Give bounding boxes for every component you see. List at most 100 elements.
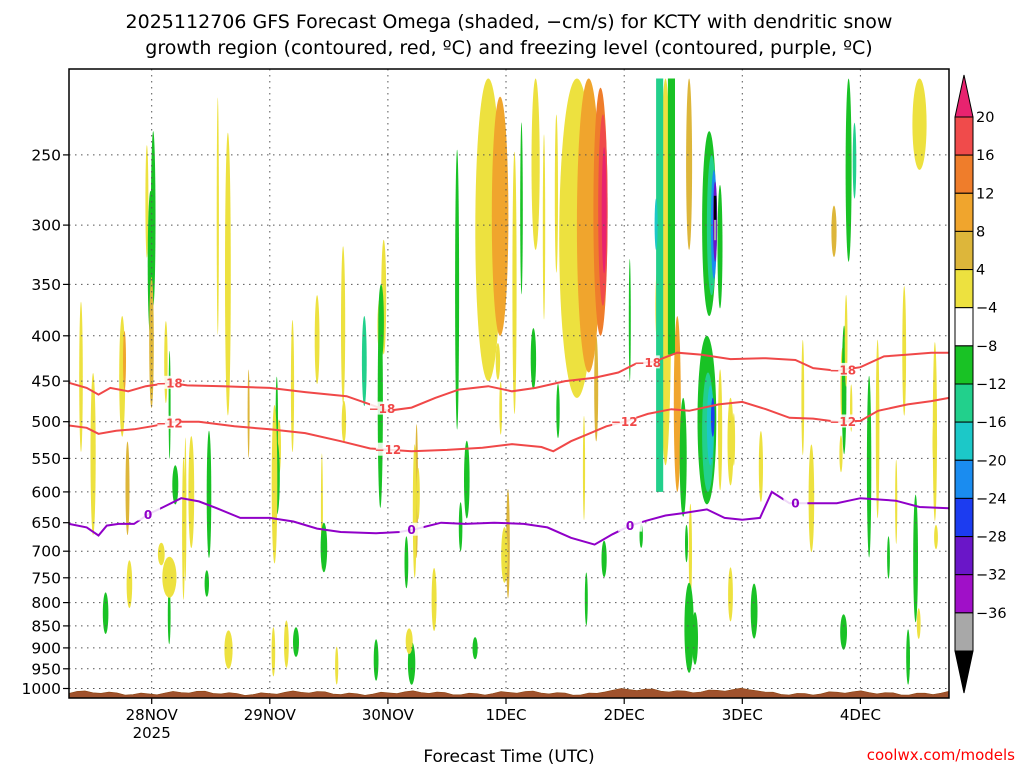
chart-title-line-2: growth region (contoured, red, ºC) and f… (145, 37, 872, 59)
omega-shade-cell (335, 646, 339, 685)
ground-terrain (68, 687, 950, 699)
omega-shade-cell (887, 536, 890, 579)
omega-shade-cell (123, 331, 126, 390)
y-tick-label: 400 (31, 327, 61, 345)
omega-shade-cell (906, 629, 910, 685)
omega-shade-cell (162, 556, 177, 598)
omega-shade-cell (125, 441, 130, 536)
omega-shade-cell (405, 628, 413, 654)
contour-minus-12-label: −12 (375, 443, 402, 457)
omega-shade-cell (801, 339, 805, 456)
contour-minus-12-label: −12 (611, 415, 638, 429)
colorbar-label: 12 (976, 186, 994, 202)
colorbar-label: −4 (976, 301, 997, 317)
omega-shade-cell (831, 205, 837, 257)
omega-shade-cell (157, 542, 165, 566)
x-tick-label: 28NOV (126, 706, 179, 724)
colorbar-swatch (954, 307, 974, 347)
omega-shade-cell (341, 246, 346, 404)
x-tick-label: 2DEC (604, 706, 645, 724)
omega-shade-cell (271, 404, 278, 564)
omega-shade-cell (839, 435, 843, 473)
x-tick-label: 29NOV (244, 706, 297, 724)
omega-shade-cell (852, 122, 857, 199)
contour-label-background (370, 401, 394, 415)
colorbar-swatch (954, 383, 974, 423)
omega-shading-layer (79, 78, 938, 685)
omega-shade-cell (728, 567, 733, 622)
credit-text[interactable]: coolwx.com/models (867, 746, 1015, 764)
colorbar-swatch (954, 421, 974, 461)
x-tick-label: 4DEC (840, 706, 881, 724)
omega-shade-cell (145, 145, 149, 258)
contour-minus-12-label: −12 (829, 415, 856, 429)
contour-minus-18-label: −18 (634, 356, 661, 370)
colorbar: 20 16 12 8 4 −4 −8 −12 −16 −20 −24 −28 −32 −36 (954, 74, 1007, 694)
omega-shade-cell (727, 397, 734, 486)
contour-label-background (157, 415, 182, 429)
omega-shade-cell (684, 582, 694, 673)
omega-shade-cell (79, 301, 83, 452)
y-tick-label: 450 (31, 373, 61, 391)
omega-shade-cell (556, 383, 560, 439)
omega-shade-cell (808, 444, 815, 553)
colorbar-swatch (954, 612, 974, 652)
contour-lines: −18 −18 −18 −18 −12 −12 −12 −12 0 0 0 0 (68, 351, 950, 546)
contour-label-background (618, 518, 643, 532)
omega-shade-cell (673, 316, 681, 492)
colorbar-label: −32 (976, 568, 1007, 584)
contour-label-background (399, 522, 424, 536)
y-tick-label: 550 (31, 450, 61, 468)
omega-shade-cell (361, 316, 367, 406)
y-tick-label: 350 (31, 276, 61, 294)
colorbar-swatch (954, 497, 974, 537)
contour-label-background (612, 414, 637, 428)
contour-zero-label: 0 (791, 497, 799, 511)
omega-shade-cell (554, 114, 559, 273)
omega-shade-cell (290, 319, 295, 453)
plot-frame (68, 68, 950, 699)
colorbar-label: −28 (976, 530, 1007, 546)
omega-shade-cell (628, 258, 631, 382)
contour-label-background (157, 375, 182, 389)
colorbar-bottom-arrow (954, 650, 974, 694)
y-tick-label: 950 (31, 660, 61, 678)
ascent-column-max (601, 147, 607, 274)
omega-shade-cell (679, 397, 687, 517)
y-tick-label: 300 (31, 217, 61, 235)
y-tick-label: 250 (31, 146, 61, 164)
chart-title-line-1: 2025112706 GFS Forecast Omega (shaded, −… (126, 11, 893, 33)
contour-label-background (136, 507, 161, 521)
omega-shade-cell (184, 437, 187, 582)
omega-shade-cell (464, 440, 470, 519)
contour-minus-18-label: −18 (369, 402, 396, 416)
omega-shade-cell (458, 502, 463, 552)
omega-shade-cell (685, 524, 688, 563)
colorbar-top-arrow (954, 74, 974, 118)
colorbar-swatch (954, 459, 974, 499)
contour-label-background (635, 355, 660, 369)
colorbar-swatch (954, 269, 974, 309)
omega-shade-cell (172, 465, 179, 505)
omega-shade-cell (491, 96, 509, 336)
omega-shade-cell (520, 122, 523, 295)
omega-shade-cell (126, 560, 133, 609)
colorbar-swatch (954, 230, 974, 270)
omega-shade-cell (718, 369, 723, 491)
colorbar-label: −8 (976, 339, 997, 355)
plot-area: −18 −18 −18 −18 −12 −12 −12 −12 0 0 0 0 (68, 68, 950, 699)
omega-shade-cell (373, 639, 379, 681)
omega-shade-cell (895, 459, 898, 544)
colorbar-label: −20 (976, 453, 1007, 469)
y-tick-label: 650 (31, 514, 61, 532)
omega-shade-cell (542, 134, 546, 320)
colorbar-label: 16 (976, 148, 994, 164)
colorbar-label: 20 (976, 110, 994, 126)
colorbar-swatch (954, 536, 974, 576)
omega-shade-cell (932, 415, 938, 471)
omega-shade-cell (412, 444, 417, 578)
omega-shade-cell (206, 430, 212, 558)
colorbar-swatch (954, 345, 974, 385)
omega-shade-cell (667, 78, 675, 355)
